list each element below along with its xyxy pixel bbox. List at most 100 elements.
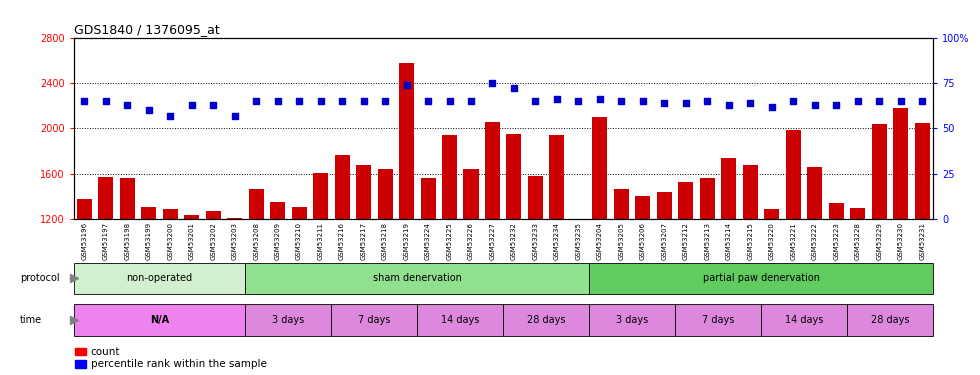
Bar bbox=[589, 304, 675, 336]
Bar bbox=[356, 165, 371, 356]
Text: 14 days: 14 days bbox=[785, 315, 823, 325]
Bar bbox=[851, 208, 865, 356]
Bar bbox=[206, 211, 220, 356]
Bar bbox=[120, 178, 134, 356]
Point bbox=[226, 113, 242, 119]
Point bbox=[850, 98, 865, 104]
Bar bbox=[507, 134, 521, 356]
Point bbox=[570, 98, 586, 104]
Text: count: count bbox=[90, 346, 121, 357]
Point bbox=[506, 86, 521, 92]
Bar bbox=[872, 124, 887, 356]
Text: N/A: N/A bbox=[150, 315, 169, 325]
Point bbox=[184, 102, 200, 108]
Bar bbox=[485, 122, 500, 356]
Point bbox=[613, 98, 629, 104]
Bar bbox=[76, 199, 92, 356]
Point bbox=[807, 102, 822, 108]
Bar bbox=[75, 348, 85, 355]
Text: sham denervation: sham denervation bbox=[372, 273, 462, 284]
Bar bbox=[399, 63, 415, 356]
Bar bbox=[417, 304, 504, 336]
Text: 28 days: 28 days bbox=[871, 315, 909, 325]
Bar bbox=[331, 304, 417, 336]
Point bbox=[356, 98, 371, 104]
Bar bbox=[74, 262, 245, 294]
Bar bbox=[829, 204, 844, 356]
Point bbox=[527, 98, 543, 104]
Bar bbox=[613, 189, 629, 356]
Point bbox=[764, 104, 780, 110]
Bar bbox=[786, 130, 801, 356]
Point bbox=[464, 98, 479, 104]
Point bbox=[334, 98, 350, 104]
Point bbox=[120, 102, 135, 108]
Bar bbox=[270, 202, 285, 356]
Bar bbox=[249, 189, 264, 356]
Point bbox=[721, 102, 737, 108]
Point bbox=[442, 98, 458, 104]
Bar bbox=[743, 165, 758, 356]
Point bbox=[678, 100, 694, 106]
Point bbox=[700, 98, 715, 104]
Bar bbox=[700, 178, 714, 356]
Point bbox=[98, 98, 114, 104]
Text: GDS1840 / 1376095_at: GDS1840 / 1376095_at bbox=[74, 23, 220, 36]
Text: protocol: protocol bbox=[20, 273, 60, 284]
Text: percentile rank within the sample: percentile rank within the sample bbox=[90, 359, 267, 369]
Bar bbox=[504, 304, 589, 336]
Bar bbox=[761, 304, 847, 336]
Bar bbox=[721, 158, 736, 356]
Point bbox=[291, 98, 307, 104]
Text: 3 days: 3 days bbox=[272, 315, 305, 325]
Point bbox=[485, 80, 501, 86]
Point bbox=[76, 98, 92, 104]
Text: 7 days: 7 days bbox=[702, 315, 734, 325]
Point bbox=[206, 102, 221, 108]
Point bbox=[163, 113, 178, 119]
Point bbox=[313, 98, 328, 104]
Point bbox=[141, 107, 157, 113]
Bar bbox=[571, 219, 586, 356]
Bar bbox=[292, 207, 307, 356]
Point bbox=[635, 98, 651, 104]
Text: non-operated: non-operated bbox=[126, 273, 192, 284]
Text: 28 days: 28 days bbox=[527, 315, 565, 325]
Text: 3 days: 3 days bbox=[616, 315, 649, 325]
Bar bbox=[914, 123, 930, 356]
Point bbox=[743, 100, 759, 106]
Bar bbox=[808, 167, 822, 356]
Point bbox=[828, 102, 844, 108]
Bar bbox=[589, 262, 933, 294]
Bar bbox=[163, 209, 177, 356]
Point bbox=[893, 98, 908, 104]
Bar bbox=[657, 192, 672, 356]
Bar bbox=[313, 173, 328, 356]
Bar bbox=[420, 178, 435, 356]
Text: time: time bbox=[20, 315, 42, 325]
Point bbox=[549, 96, 564, 102]
Point bbox=[785, 98, 801, 104]
Bar bbox=[442, 135, 457, 356]
Point bbox=[270, 98, 285, 104]
Point bbox=[377, 98, 393, 104]
Text: partial paw denervation: partial paw denervation bbox=[703, 273, 819, 284]
Point bbox=[914, 98, 930, 104]
Point bbox=[399, 82, 415, 88]
Text: 14 days: 14 days bbox=[441, 315, 479, 325]
Bar bbox=[98, 177, 114, 356]
Bar bbox=[592, 117, 608, 356]
Point bbox=[871, 98, 887, 104]
Bar bbox=[464, 170, 478, 356]
Bar bbox=[334, 154, 350, 356]
Point bbox=[657, 100, 672, 106]
Bar bbox=[550, 135, 564, 356]
Bar bbox=[675, 304, 761, 336]
Bar bbox=[74, 304, 245, 336]
Bar bbox=[245, 262, 589, 294]
Bar bbox=[227, 218, 242, 356]
Text: 7 days: 7 days bbox=[358, 315, 390, 325]
Point bbox=[592, 96, 608, 102]
Bar bbox=[847, 304, 933, 336]
Bar bbox=[764, 209, 779, 356]
